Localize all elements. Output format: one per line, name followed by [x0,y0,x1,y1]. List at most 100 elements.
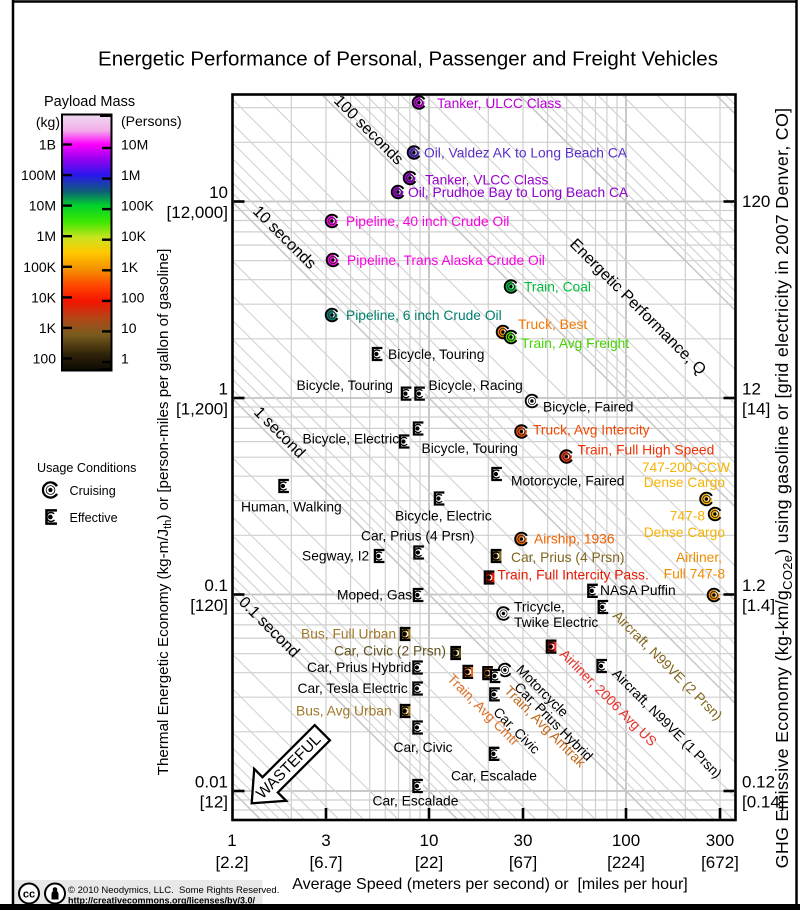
svg-text:Train, Full High Speed: Train, Full High Speed [578,443,715,458]
svg-text:Average Speed (meters per seco: Average Speed (meters per second) or [mi… [292,876,687,893]
svg-text:Bicycle, Electric: Bicycle, Electric [303,432,400,447]
svg-text:[12]: [12] [200,793,228,812]
svg-text:Truck, Avg Intercity: Truck, Avg Intercity [533,423,650,438]
svg-text:[14]: [14] [742,400,770,419]
svg-text:Bicycle, Touring: Bicycle, Touring [422,441,518,456]
svg-text:1: 1 [121,350,129,366]
svg-text:Motorcycle, Faired: Motorcycle, Faired [511,474,624,489]
svg-text:747-200-CCW: 747-200-CCW [642,460,730,475]
svg-text:10: 10 [420,831,439,850]
svg-text:[6.7]: [6.7] [309,853,342,872]
svg-text:http://creativecommons.org/lic: http://creativecommons.org/licenses/by/3… [68,896,256,906]
svg-text:Pipeline, 6 inch Crude Oil: Pipeline, 6 inch Crude Oil [346,308,502,323]
svg-text:0.12: 0.12 [742,773,775,792]
svg-text:1B: 1B [39,137,56,153]
svg-text:Segway, I2: Segway, I2 [302,549,369,564]
svg-text:Oil, Valdez AK to Long Beach C: Oil, Valdez AK to Long Beach CA [424,146,628,161]
svg-text:1K: 1K [39,320,57,336]
svg-text:100: 100 [121,289,145,305]
svg-text:Airship, 1936: Airship, 1936 [534,532,615,547]
svg-text:[1,200]: [1,200] [176,400,228,419]
svg-text:© 2010 Neodymics, LLC. Some R: © 2010 Neodymics, LLC. Some Rights Reser… [68,885,279,896]
svg-text:Bicycle, Touring: Bicycle, Touring [297,378,393,393]
svg-text:10: 10 [209,183,228,202]
svg-text:100K: 100K [23,259,56,275]
svg-text:10: 10 [121,320,137,336]
svg-text:[2.2]: [2.2] [215,853,248,872]
svg-text:12: 12 [742,380,761,399]
svg-text:Effective: Effective [70,511,118,525]
svg-text:100: 100 [33,350,57,366]
svg-text:Payload Mass: Payload Mass [44,94,135,110]
svg-text:Airliner,: Airliner, [676,550,722,565]
svg-text:Human, Walking: Human, Walking [241,500,342,515]
svg-text:10K: 10K [121,228,147,244]
svg-text:[672]: [672] [701,853,739,872]
svg-text:Bicycle, Electric: Bicycle, Electric [395,509,492,524]
svg-text:10K: 10K [31,289,57,305]
svg-text:30: 30 [514,831,533,850]
svg-text:1M: 1M [121,167,140,183]
svg-text:GHG Emissive Economy (kg-km/gC: GHG Emissive Economy (kg-km/gCO2e) using… [772,108,795,869]
svg-text:Oil, Prudhoe Bay to Long Beach: Oil, Prudhoe Bay to Long Beach CA [408,185,629,200]
svg-text:Car, Escalade: Car, Escalade [451,769,537,784]
svg-text:1: 1 [219,380,228,399]
svg-text:10M: 10M [29,198,56,214]
svg-text:[224]: [224] [607,853,645,872]
svg-text:Twike Electric: Twike Electric [514,615,598,630]
svg-text:3: 3 [321,831,330,850]
svg-text:[0.14]: [0.14] [742,793,785,812]
svg-text:Car, Prius (4 Prsn): Car, Prius (4 Prsn) [511,550,624,565]
svg-text:Usage Conditions: Usage Conditions [37,461,136,475]
svg-text:Train, Full Intercity Pass.: Train, Full Intercity Pass. [498,568,649,583]
svg-text:747-8: 747-8 [670,509,706,524]
svg-text:120: 120 [742,192,770,211]
svg-text:[120]: [120] [190,596,228,615]
svg-text:100: 100 [612,831,640,850]
svg-text:Car, Escalade: Car, Escalade [373,794,459,809]
svg-text:Car, Prius (4 Prsn): Car, Prius (4 Prsn) [361,529,474,544]
svg-text:Pipeline, Trans Alaska Crude O: Pipeline, Trans Alaska Crude Oil [347,253,545,268]
svg-text:Thermal Energetic Economy (kg-: Thermal Energetic Economy (kg-m/Jth) or … [155,249,174,776]
svg-text:Bicycle, Touring: Bicycle, Touring [388,347,484,362]
svg-text:Moped, Gas: Moped, Gas [337,588,412,603]
svg-text:Car, Civic: Car, Civic [394,740,453,755]
svg-text:[67]: [67] [509,853,537,872]
svg-text:Train, Coal: Train, Coal [524,280,591,295]
svg-text:Bus, Full Urban: Bus, Full Urban [301,627,396,642]
svg-text:1: 1 [227,831,236,850]
svg-text:Train, Avg Freight: Train, Avg Freight [521,336,629,351]
svg-text:Car, Prius Hybrid: Car, Prius Hybrid [307,660,411,675]
svg-text:NASA Puffin: NASA Puffin [600,583,676,598]
svg-text:300: 300 [706,831,734,850]
svg-text:[1.4]: [1.4] [742,596,775,615]
svg-text:Energetic Performance of Perso: Energetic Performance of Personal, Passe… [98,48,718,71]
svg-text:Tanker, ULCC Class: Tanker, ULCC Class [437,96,561,111]
svg-text:Car, Tesla Electric: Car, Tesla Electric [298,681,408,696]
svg-text:1.2: 1.2 [742,576,766,595]
svg-text:100M: 100M [21,167,56,183]
svg-text:Tricycle,: Tricycle, [514,600,565,615]
svg-text:Bicycle, Racing: Bicycle, Racing [429,378,523,393]
svg-text:(kg): (kg) [36,114,60,130]
svg-text:Dense Cargo: Dense Cargo [644,475,726,490]
svg-text:[22]: [22] [415,853,443,872]
svg-text:Truck, Best: Truck, Best [518,317,587,332]
svg-text:10M: 10M [121,137,148,153]
svg-text:Dense Cargo: Dense Cargo [644,525,726,540]
svg-text:1K: 1K [121,259,139,275]
svg-text:Pipeline, 40 inch Crude Oil: Pipeline, 40 inch Crude Oil [346,214,509,229]
svg-text:0.1: 0.1 [204,576,228,595]
svg-text:cc: cc [23,889,35,901]
svg-text:0.01: 0.01 [195,773,228,792]
svg-text:Full 747-8: Full 747-8 [664,567,726,582]
svg-text:Car, Civic (2 Prsn): Car, Civic (2 Prsn) [334,644,446,659]
svg-text:(Persons): (Persons) [121,113,182,129]
svg-text:Bus, Avg Urban: Bus, Avg Urban [296,704,392,719]
svg-text:1M: 1M [37,228,56,244]
svg-text:[12,000]: [12,000] [167,203,228,222]
svg-text:Bicycle, Faired: Bicycle, Faired [543,400,633,415]
svg-text:Tanker, VLCC Class: Tanker, VLCC Class [425,173,549,188]
svg-text:Cruising: Cruising [70,484,116,498]
svg-text:100K: 100K [121,198,154,214]
